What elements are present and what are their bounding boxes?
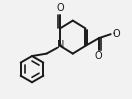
Text: N: N (57, 40, 64, 50)
Text: O: O (56, 3, 64, 13)
Text: O: O (94, 51, 102, 61)
Text: O: O (112, 29, 120, 39)
